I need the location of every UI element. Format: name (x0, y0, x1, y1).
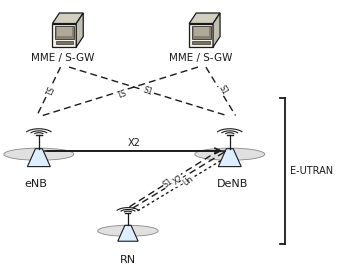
Text: X2: X2 (172, 174, 185, 187)
Text: DeNB: DeNB (217, 179, 248, 189)
Ellipse shape (4, 148, 74, 160)
Polygon shape (192, 41, 210, 44)
Polygon shape (27, 149, 50, 167)
Text: MME / S-GW: MME / S-GW (170, 53, 233, 63)
Polygon shape (218, 149, 241, 167)
Polygon shape (53, 24, 76, 47)
Polygon shape (56, 41, 73, 44)
Text: MME / S-GW: MME / S-GW (31, 53, 95, 63)
Polygon shape (189, 13, 220, 24)
Ellipse shape (195, 148, 265, 160)
Text: S1: S1 (161, 176, 174, 189)
Text: S1: S1 (41, 84, 53, 96)
Polygon shape (53, 13, 83, 24)
Polygon shape (213, 13, 220, 47)
Polygon shape (194, 28, 208, 36)
Text: RN: RN (120, 255, 136, 265)
Text: E-UTRAN: E-UTRAN (290, 166, 333, 176)
Text: eNB: eNB (24, 179, 47, 189)
Polygon shape (55, 26, 74, 39)
Text: X2: X2 (128, 138, 141, 148)
Polygon shape (189, 24, 213, 47)
Polygon shape (192, 26, 211, 39)
Ellipse shape (98, 225, 158, 236)
Text: Un: Un (181, 174, 195, 187)
Text: S1: S1 (216, 84, 229, 97)
Text: S1: S1 (142, 85, 154, 97)
Polygon shape (118, 225, 138, 241)
Polygon shape (76, 13, 83, 47)
Text: S1: S1 (114, 85, 126, 97)
Polygon shape (57, 28, 72, 36)
